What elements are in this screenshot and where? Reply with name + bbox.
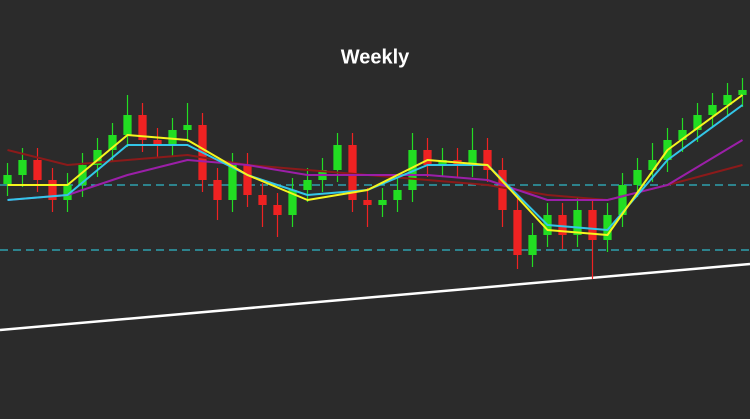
candle-body <box>678 130 687 140</box>
candle-body <box>213 180 222 200</box>
candle-body <box>243 165 252 195</box>
candle-body <box>558 215 567 235</box>
plot-area <box>0 78 750 332</box>
candle-body <box>393 190 402 200</box>
candle-body <box>48 180 57 200</box>
candle-body <box>648 160 657 170</box>
candle-body <box>423 150 432 165</box>
candle-body <box>378 200 387 205</box>
moving-average-line <box>7 139 744 201</box>
candle-body <box>438 160 447 165</box>
candle-body <box>573 210 582 235</box>
candle-body <box>408 150 417 190</box>
candle-body <box>738 90 747 95</box>
candle-body <box>63 185 72 200</box>
candle-body <box>228 165 237 200</box>
candle-body <box>528 235 537 255</box>
candle-body <box>183 125 192 130</box>
candle-body <box>303 180 312 190</box>
candle-body <box>108 135 117 150</box>
candle-body <box>258 195 267 205</box>
candle-body <box>618 185 627 215</box>
candle-body <box>153 140 162 145</box>
candle-body <box>33 160 42 180</box>
candle-body <box>168 130 177 145</box>
candle-body <box>288 190 297 215</box>
candle-body <box>123 115 132 135</box>
candle-body <box>723 95 732 105</box>
candle-body <box>588 210 597 240</box>
candle-body <box>333 145 342 170</box>
candle-body <box>603 215 612 240</box>
candle-body <box>468 150 477 165</box>
moving-average-line <box>7 94 744 236</box>
candle-body <box>348 145 357 200</box>
candle-body <box>513 210 522 255</box>
candle-body <box>363 200 372 205</box>
chart-title: Weekly <box>341 46 410 68</box>
trend-line <box>0 262 750 332</box>
candle-body <box>708 105 717 115</box>
candle-body <box>18 160 27 175</box>
candle-body <box>693 115 702 130</box>
candle-body <box>78 165 87 185</box>
candle-body <box>3 175 12 184</box>
candle-body <box>273 205 282 215</box>
candle-body <box>633 170 642 185</box>
candle-body <box>138 115 147 140</box>
candle-body <box>498 170 507 210</box>
candle-body <box>93 150 102 165</box>
candle-body <box>483 150 492 170</box>
